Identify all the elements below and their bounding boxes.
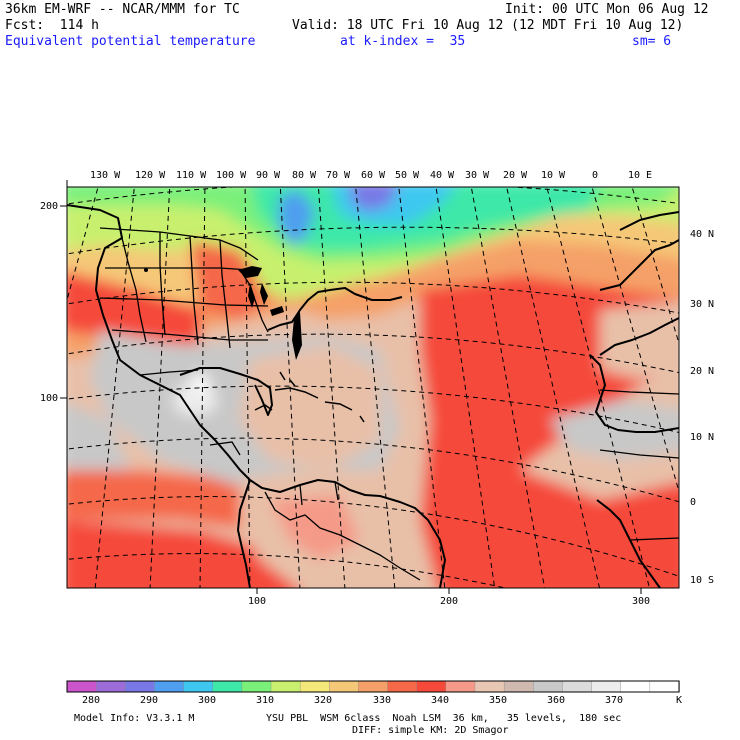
islands <box>254 371 365 423</box>
lon-label-110w: 110 W <box>176 170 207 181</box>
colorbar-label-280: 280 <box>82 695 101 706</box>
colorbar-swatch <box>445 680 476 693</box>
lat-label-10s: 10 S <box>690 575 715 586</box>
colorbar-label-320: 320 <box>314 695 333 706</box>
forecast-hour: Fcst: 114 h <box>5 18 99 33</box>
colorbar-swatch <box>241 680 272 693</box>
colorbar-label-330: 330 <box>373 695 392 706</box>
colorbar-label-350: 350 <box>489 695 508 706</box>
colorbar-swatch <box>154 680 185 693</box>
colorbar <box>66 680 680 693</box>
smoothing-value: sm= 6 <box>632 34 672 49</box>
colorbar-swatch <box>474 680 505 693</box>
colorbar-swatch <box>183 680 214 693</box>
lon-label-30w: 30 W <box>465 170 490 181</box>
lon-label-130w: 130 W <box>90 170 121 181</box>
colorbar-swatch <box>416 680 447 693</box>
colorbar-swatch <box>562 680 593 693</box>
lon-label-100w: 100 W <box>216 170 247 181</box>
colorbar-swatch <box>212 680 243 693</box>
colorbar-label-370: 370 <box>605 695 624 706</box>
colorbar-swatch <box>125 680 156 693</box>
political-borders <box>99 227 679 581</box>
model-info: Model Info: V3.3.1 M <box>74 713 195 724</box>
vertical-level: at k-index = 35 <box>340 34 466 49</box>
valid-time: Valid: 18 UTC Fri 10 Aug 12 (12 MDT Fri … <box>292 18 684 33</box>
colorbar-label-340: 340 <box>431 695 450 706</box>
grid-label-left-200: 200 <box>40 201 59 212</box>
colorbar-swatch <box>620 680 651 693</box>
field-name: Equivalent potential temperature <box>5 34 256 49</box>
lon-label-0: 0 <box>592 170 599 181</box>
lat-label-30n: 30 N <box>690 299 715 310</box>
colorbar-swatch <box>299 680 330 693</box>
lat-label-10n: 10 N <box>690 432 715 443</box>
colorbar-swatch <box>270 680 301 693</box>
colorbar-swatch <box>533 680 564 693</box>
colorbar-swatch <box>503 680 534 693</box>
grid-label-bottom-300: 300 <box>632 596 651 607</box>
colorbar-swatch <box>387 680 418 693</box>
colorbar-swatch <box>95 680 126 693</box>
physics-info: YSU PBL WSM 6class Noah LSM 36 km, 35 le… <box>266 713 622 724</box>
colorbar-label-310: 310 <box>256 695 275 706</box>
map-ticks <box>60 180 642 594</box>
lat-label-20n: 20 N <box>690 366 715 377</box>
lon-label-70w: 70 W <box>326 170 351 181</box>
lakes <box>144 266 302 360</box>
model-title: 36km EM-WRF -- NCAR/MMM for TC <box>5 2 240 17</box>
lon-label-20w: 20 W <box>503 170 528 181</box>
colorbar-unit: K <box>676 695 683 706</box>
colorbar-frame <box>66 680 680 693</box>
lat-label-0: 0 <box>690 497 697 508</box>
lon-label-60w: 60 W <box>361 170 386 181</box>
colorbar-label-300: 300 <box>198 695 217 706</box>
colorbar-label-360: 360 <box>547 695 566 706</box>
colorbar-swatch <box>329 680 360 693</box>
lat-label-40n: 40 N <box>690 229 715 240</box>
colorbar-label-290: 290 <box>140 695 159 706</box>
map-frame <box>66 186 680 589</box>
colorbar-swatch <box>66 680 97 693</box>
colorbar-swatch <box>591 680 622 693</box>
colorbar-swatch <box>649 680 680 693</box>
grid-label-bottom-200: 200 <box>440 596 459 607</box>
lon-label-10e: 10 E <box>628 170 653 181</box>
diffusion-info: DIFF: simple KM: 2D Smagor <box>352 725 509 736</box>
colorbar-swatch <box>358 680 389 693</box>
map-field <box>67 187 679 588</box>
lon-label-80w: 80 W <box>292 170 317 181</box>
grid-label-bottom-100: 100 <box>248 596 267 607</box>
graticule <box>67 187 679 588</box>
lon-label-40w: 40 W <box>430 170 455 181</box>
init-time: Init: 00 UTC Mon 06 Aug 12 <box>505 2 709 17</box>
lon-label-90w: 90 W <box>256 170 281 181</box>
grid-label-left-100: 100 <box>40 393 59 404</box>
lon-label-50w: 50 W <box>395 170 420 181</box>
lon-label-120w: 120 W <box>135 170 166 181</box>
lon-label-10w: 10 W <box>541 170 566 181</box>
